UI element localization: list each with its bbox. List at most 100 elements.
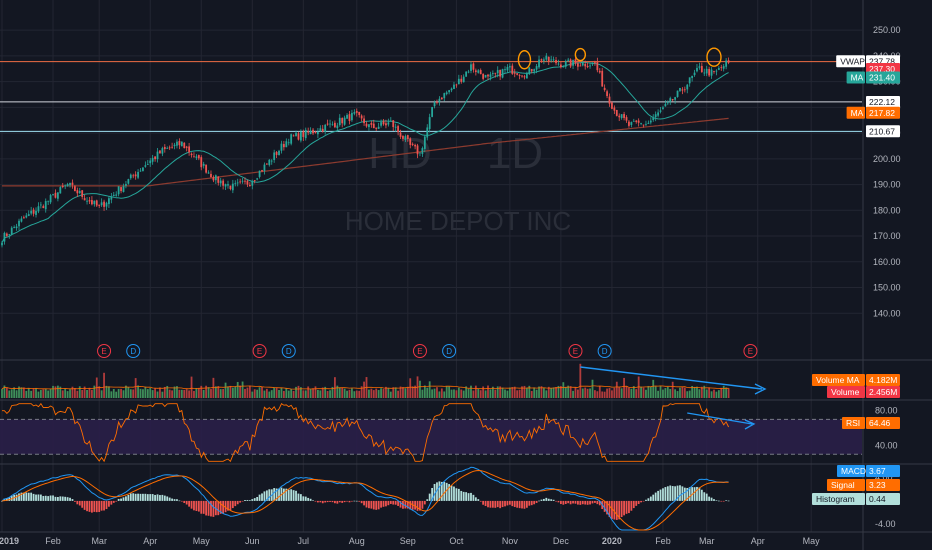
volume-bar [317,389,319,398]
rsi-tick-label: 40.00 [875,441,898,451]
candle-body [635,120,638,122]
candle-body [499,69,502,77]
volume-bar [579,363,582,398]
candle-body [144,165,147,167]
candle-body [222,180,225,186]
macd-histogram-bar [569,500,572,505]
macd-histogram-bar [27,492,30,501]
macd-tick-label: -4.00 [875,519,896,529]
candle-body [455,84,458,86]
macd-histogram-bar [370,500,373,509]
rsi-tick-label: 80.00 [875,406,898,416]
volume-bar [700,386,703,398]
volume-bar [183,389,186,398]
volume-bar [214,386,217,398]
candle-body [22,217,25,219]
macd-histogram-bar [523,500,526,509]
macd-histogram-bar [632,500,635,509]
price-tick-label: 150.00 [873,283,901,293]
candle-body [261,170,263,172]
candle-body [402,135,404,139]
macd-histogram-bar [307,497,310,501]
macd-histogram-bar [533,500,536,505]
macd-histogram-bar [105,500,108,510]
volume-bar [171,390,173,398]
macd-histogram-bar [95,500,98,513]
candle-body [467,71,470,73]
volume-bar [385,386,387,398]
candle-body [511,65,514,74]
macd-histogram-bar [436,482,438,501]
candle-body [358,111,361,116]
volume-bar [426,387,429,398]
volume-bar [156,391,159,398]
volume-bar [338,387,341,398]
volume-bar [453,389,455,398]
volume-bar [696,386,698,398]
macd-histogram-bar [64,496,67,501]
candle-body [542,59,545,61]
volume-bar [134,378,137,398]
macd-histogram-bar [564,500,567,504]
macd-histogram-bar [52,495,54,501]
macd-histogram-bar [513,500,516,507]
macd-histogram-bar [375,500,378,510]
macd-histogram-bar [654,492,657,501]
candle-body [185,146,188,148]
macd-histogram-bar [132,493,135,501]
macd-histogram-bar [42,495,45,501]
volume-bar [248,385,251,398]
macd-histogram-bar [110,500,113,505]
volume-bar [76,390,79,398]
macd-histogram-bar [331,500,334,503]
volume-bar [110,391,113,398]
candle-body [44,201,47,210]
candle-body [523,76,526,78]
candle-body [477,70,480,73]
candle-body [74,186,76,192]
candle-body [640,123,642,124]
macd-histogram-bar [282,488,285,501]
macd-histogram-bar [127,494,130,501]
volume-bar [195,388,198,398]
volume-bar [321,387,324,398]
candle-body [557,63,560,65]
volume-bar [720,387,723,398]
volume-bar [409,378,412,398]
volume-bar [83,386,86,398]
macd-histogram-bar [465,492,468,501]
volume-bar [666,386,669,398]
macd-histogram-bar [44,495,47,501]
volume-bar [227,386,229,398]
volume-bar [207,387,210,398]
macd-histogram-bar [224,500,227,513]
volume-bar [115,391,118,398]
candle-body [346,114,348,119]
volume-bar [275,387,278,398]
candle-body [632,120,635,122]
candle-body [394,126,397,128]
candle-body [508,66,511,68]
macd-histogram-bar [71,499,74,501]
macd-histogram-bar [83,500,86,510]
candle-body [20,218,23,222]
candle-body [299,131,302,141]
candle-body [611,102,613,109]
candle-body [312,129,314,134]
candle-body [336,125,339,129]
candle-body [244,180,246,182]
volume-bar [42,389,45,398]
volume-label-0-value-bg [866,374,900,386]
volume-bar [504,389,506,398]
candle-body [236,182,239,184]
volume-bar [438,391,441,398]
candle-body [112,194,115,197]
candle-body [5,233,8,236]
volume-bar [229,385,232,398]
macd-histogram-bar [567,500,570,504]
price-tag-0-label-bg [836,55,865,68]
volume-bar [253,389,256,398]
volume-bar [649,386,652,398]
